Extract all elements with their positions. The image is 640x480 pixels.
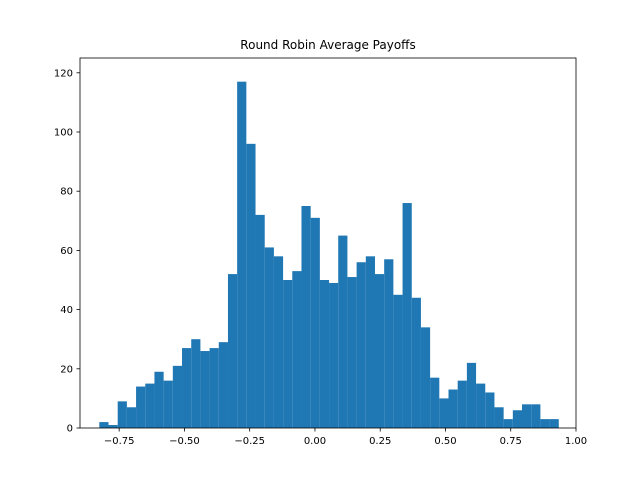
histogram-bar (117, 401, 127, 428)
histogram-bar (319, 280, 330, 428)
chart-title: Round Robin Average Payoffs (240, 38, 415, 52)
x-tick-label: −0.50 (169, 436, 200, 447)
histogram-bar (283, 280, 293, 428)
x-tick-label: 1.00 (565, 436, 587, 447)
y-tick-label: 40 (60, 305, 73, 316)
x-tick-label: 0.50 (434, 436, 456, 447)
histogram-bar (374, 274, 385, 428)
histogram-bar (310, 217, 320, 428)
histogram-bar (476, 383, 486, 428)
histogram-bar (108, 425, 118, 428)
histogram-bar (191, 339, 201, 428)
histogram-bar (448, 389, 458, 428)
histogram-bar (237, 81, 247, 429)
histogram-bar (512, 410, 523, 428)
histogram-bar (549, 419, 559, 428)
y-axis: 0 20 40 60 80 100 120 (54, 68, 80, 435)
histogram-bar (402, 203, 412, 428)
histogram-bar (430, 377, 440, 428)
plot-frame (79, 57, 577, 429)
histogram-bar (466, 362, 477, 428)
histogram-bar (209, 348, 219, 428)
histogram-bar (329, 282, 339, 428)
y-tick-label: 80 (60, 187, 73, 198)
histogram-bar (522, 404, 532, 428)
histogram-bar (273, 256, 284, 428)
histogram-bar (163, 380, 173, 428)
y-tick-label: 120 (54, 68, 73, 79)
y-tick-label: 20 (60, 364, 73, 375)
histogram-bar (494, 407, 504, 428)
histogram-bar (411, 297, 421, 428)
histogram-bar (255, 214, 265, 428)
histogram-bar (393, 294, 403, 428)
histogram-bar (246, 143, 256, 428)
histogram-bar (347, 277, 357, 428)
histogram-bar (126, 407, 137, 428)
y-tick-label: 0 (67, 424, 73, 435)
histogram-bar (182, 348, 192, 428)
histogram-bar (365, 256, 375, 428)
x-axis: −0.75 −0.50 −0.25 0.00 0.25 0.50 0.75 1.00 (104, 428, 587, 447)
x-tick-label: −0.25 (234, 436, 265, 447)
histogram-bars (99, 81, 559, 429)
histogram-bar (384, 259, 394, 428)
histogram-bar (218, 342, 228, 428)
x-tick-label: −0.75 (104, 436, 135, 447)
histogram-bar (264, 247, 274, 428)
histogram-bar (485, 392, 495, 428)
x-tick-label: 0.25 (369, 436, 391, 447)
histogram-bar (145, 383, 155, 428)
histogram-bar (99, 422, 109, 428)
histogram-bar (301, 206, 311, 428)
histogram-bar (338, 235, 348, 428)
x-tick-label: 0.75 (500, 436, 522, 447)
histogram-bar (420, 327, 431, 428)
y-tick-label: 100 (54, 128, 73, 139)
histogram-bar (292, 271, 302, 428)
histogram-bar (356, 262, 366, 428)
histogram-bar (136, 386, 146, 428)
histogram-bar (227, 274, 238, 428)
histogram-bar (172, 365, 183, 428)
histogram-bar (154, 371, 164, 428)
histogram-bar (439, 398, 449, 428)
histogram-bar (200, 351, 210, 428)
histogram-bar (540, 419, 550, 428)
histogram-bar (457, 380, 467, 428)
histogram-bar (531, 404, 541, 428)
histogram-bar (503, 419, 513, 428)
x-tick-label: 0.00 (304, 436, 326, 447)
y-tick-label: 60 (60, 246, 73, 257)
